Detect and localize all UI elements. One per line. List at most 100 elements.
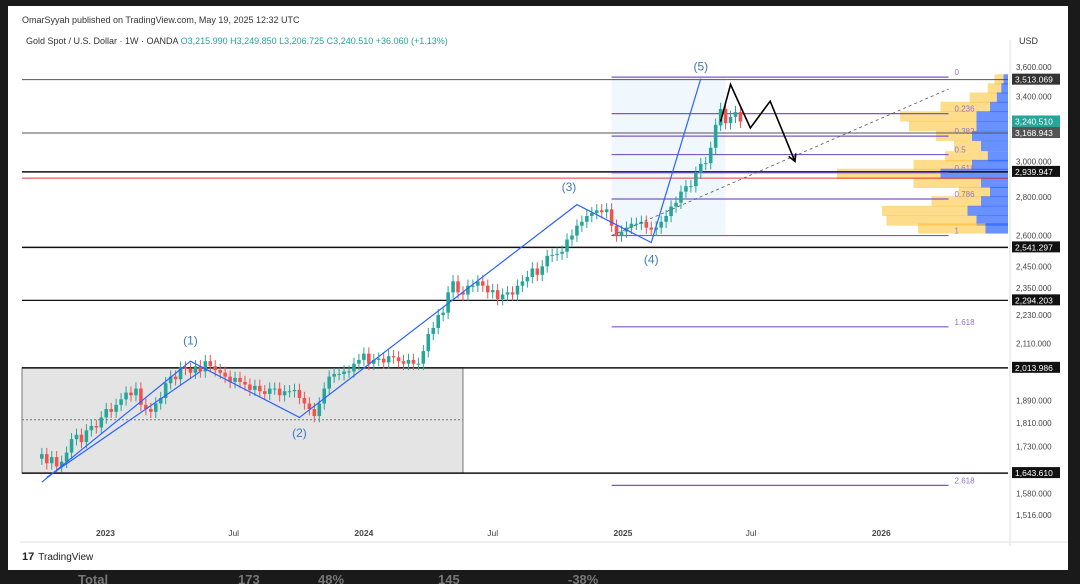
candle-body — [40, 454, 44, 459]
symbol-header: Gold Spot / U.S. Dollar · 1W · OANDA O3,… — [26, 36, 448, 46]
fib-level-label: 0.786 — [955, 190, 976, 199]
candle-body — [495, 290, 500, 300]
candle-body — [723, 108, 728, 124]
candle-body — [406, 359, 411, 364]
volume-bar-down — [985, 223, 1008, 234]
candle-body — [629, 223, 634, 228]
candle-body — [59, 461, 64, 467]
candle-body — [461, 292, 465, 295]
candle-body — [158, 398, 163, 404]
volume-bar-up — [837, 168, 941, 179]
ohlc-values: O3,215.990 H3,249.850 L3,206.725 C3,240.… — [180, 36, 448, 46]
volume-bar-up — [969, 92, 997, 103]
time-axis: 2023 Jul 2024 Jul 2025 Jul 2026 — [20, 528, 1068, 543]
fib-level-label: 0.236 — [955, 105, 976, 114]
candle-body — [322, 388, 327, 404]
wave-label: (1) — [183, 333, 198, 347]
candle-body — [728, 116, 733, 124]
candle-body — [490, 290, 495, 293]
price-label-text: 2,939.947 — [1015, 167, 1053, 177]
y-tick-label: 3,600.000 — [1016, 63, 1052, 72]
price-label-box — [1012, 165, 1060, 177]
wave-label: (2) — [292, 426, 307, 440]
candle-body — [733, 112, 738, 117]
consolidation-box — [21, 367, 464, 474]
fib-level-label: 1 — [955, 227, 960, 236]
y-tick-label: 2,600.000 — [1016, 232, 1052, 241]
candle-body — [372, 359, 376, 364]
candle-body — [297, 389, 302, 399]
y-tick-label: 1,580.000 — [1016, 490, 1052, 499]
candle-body — [456, 281, 460, 293]
volume-bar-down — [981, 196, 1008, 207]
x-tick-label: Jul — [228, 528, 239, 538]
candle-body — [312, 409, 317, 417]
candle-body — [510, 292, 515, 295]
candle-body — [178, 367, 183, 380]
volume-bar-down — [976, 215, 1008, 226]
volume-bar-down — [972, 130, 1008, 142]
volume-bar-up — [931, 196, 981, 207]
fib-level-label: 0.382 — [955, 127, 976, 136]
candle-body — [203, 361, 208, 372]
candle-body — [228, 376, 232, 382]
volume-bar-down — [940, 168, 1008, 179]
candle-body — [555, 253, 559, 255]
candle-body — [718, 108, 723, 125]
price-label-text: 2,541.297 — [1015, 242, 1053, 252]
candle-body — [570, 235, 574, 240]
candle-body — [248, 384, 252, 390]
candle-body — [515, 285, 520, 295]
candle-body — [223, 372, 227, 377]
volume-bar-up — [954, 140, 981, 152]
volume-bar-down — [996, 92, 1008, 103]
candle-body — [481, 281, 485, 286]
candle-body — [590, 213, 594, 216]
footer-text: -38% — [568, 572, 599, 584]
candle-body — [604, 209, 609, 213]
candle-body — [634, 223, 639, 225]
footer-text: 145 — [438, 572, 460, 584]
candle-body — [99, 417, 104, 428]
y-tick-label: 2,800.000 — [1016, 193, 1052, 202]
candle-body — [139, 388, 143, 405]
publish-line: OmarSyyah published on TradingView.com, … — [22, 15, 300, 25]
x-tick-label: 2025 — [613, 528, 632, 538]
candle-body — [258, 385, 262, 392]
volume-bar-down — [976, 111, 1008, 122]
candle-body — [575, 225, 579, 236]
candle-body — [594, 210, 599, 214]
candle-body — [352, 363, 356, 372]
candle-body — [684, 186, 688, 192]
candle-body — [193, 366, 198, 373]
x-tick-label: 2023 — [96, 528, 115, 538]
candle-body — [540, 266, 545, 275]
candle-body — [401, 361, 406, 364]
candle-body — [44, 454, 49, 464]
x-tick-label: 2026 — [872, 528, 891, 538]
price-label-text: 3,513.069 — [1015, 75, 1053, 85]
price-label-box — [1012, 127, 1060, 139]
candle-body — [54, 457, 59, 467]
candle-body — [386, 356, 391, 363]
candle-body — [560, 251, 564, 254]
candle-body — [272, 388, 277, 390]
price-label-text: 3,240.510 — [1015, 116, 1053, 126]
projection-path — [719, 82, 796, 162]
candle-body — [500, 294, 505, 300]
candle-body — [243, 381, 247, 385]
price-axis: 3,600.000 3,400.000 3,000.000 2,800.000 2,60… — [1009, 40, 1060, 546]
candle-body — [441, 312, 445, 316]
candle-body — [362, 353, 366, 360]
volume-bar-down — [990, 101, 1008, 113]
candle-body — [659, 221, 663, 228]
candle-body — [446, 292, 450, 313]
channel-line — [46, 370, 201, 478]
footer-text: 173 — [238, 572, 260, 584]
candle-body — [471, 285, 475, 287]
fib-level-label: 0.618 — [955, 164, 976, 173]
candle-body — [114, 404, 118, 412]
candle-body — [282, 391, 287, 396]
candle-body — [292, 389, 297, 392]
